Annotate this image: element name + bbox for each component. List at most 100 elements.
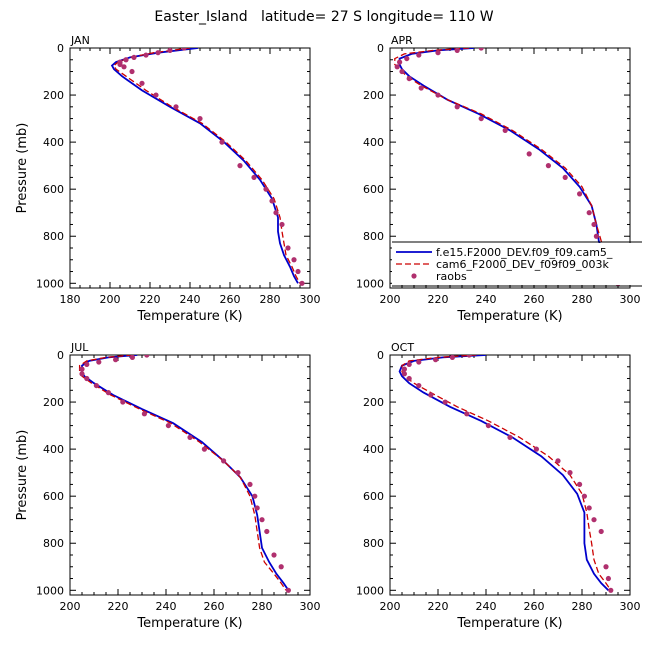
y-tick-label: 0 xyxy=(377,42,384,55)
raobs-point xyxy=(399,68,405,75)
raobs-point xyxy=(435,92,441,98)
raobs-point xyxy=(285,587,291,593)
plot-data xyxy=(78,355,291,593)
y-tick-label: 200 xyxy=(363,396,384,409)
raobs-point xyxy=(586,210,592,216)
raobs-point xyxy=(252,493,258,499)
raobs-point xyxy=(167,48,173,53)
raobs-point xyxy=(577,481,583,488)
raobs-point xyxy=(123,57,129,63)
raobs-point xyxy=(605,575,612,582)
raobs-point xyxy=(435,50,441,56)
raobs-point xyxy=(120,399,126,405)
x-tick-label: 240 xyxy=(156,600,177,613)
raobs-point xyxy=(271,552,277,558)
y-tick-label: 0 xyxy=(377,349,384,362)
y-tick-label: 800 xyxy=(363,537,384,550)
raobs-point xyxy=(131,54,137,61)
raobs-point xyxy=(259,517,265,523)
x-tick-label: 200 xyxy=(60,600,81,613)
y-tick-label: 800 xyxy=(43,537,64,550)
raobs-point xyxy=(581,493,588,499)
legend-swatch-points xyxy=(411,273,417,279)
raobs-point xyxy=(285,245,291,251)
legend-entry-label: raobs xyxy=(436,270,467,283)
raobs-point xyxy=(586,505,592,511)
raobs-point xyxy=(251,174,257,181)
raobs-point xyxy=(478,115,484,122)
x-tick-label: 220 xyxy=(428,600,449,613)
raobs-point xyxy=(181,48,187,51)
raobs-point xyxy=(397,59,403,65)
raobs-point xyxy=(144,355,150,358)
y-tick-label: 1000 xyxy=(356,277,384,290)
raobs-point xyxy=(502,127,508,133)
raobs-point xyxy=(93,382,99,389)
raobs-point xyxy=(404,55,410,62)
raobs-point xyxy=(454,104,460,110)
raobs-point xyxy=(165,422,171,429)
raobs-point xyxy=(273,210,279,216)
raobs-point xyxy=(79,371,85,377)
x-axis-label: Temperature (K) xyxy=(456,616,562,631)
x-tick-label: 200 xyxy=(380,293,401,306)
panel-jan: 180 200 220 240 260 280 300 0 200 400 600 800 1000 Te… xyxy=(15,34,321,324)
x-tick-label: 220 xyxy=(108,600,129,613)
raobs-point xyxy=(153,92,159,98)
raobs-point xyxy=(278,564,284,570)
raobs-point xyxy=(406,75,412,82)
model1-line xyxy=(81,355,290,591)
raobs-point xyxy=(84,361,90,368)
panel-jul: 200 220 240 260 280 300 0 200 400 600 800 1000 Tempe… xyxy=(15,341,321,631)
x-tick-label: 260 xyxy=(204,600,225,613)
raobs-point xyxy=(291,257,297,263)
x-tick-label: 200 xyxy=(100,293,121,306)
x-tick-label: 300 xyxy=(620,293,641,306)
x-tick-label: 280 xyxy=(260,293,281,306)
raobs-point xyxy=(464,411,470,417)
raobs-point xyxy=(129,355,135,360)
x-tick-label: 280 xyxy=(572,293,593,306)
plot-data xyxy=(110,48,305,286)
panel-label: JAN xyxy=(70,34,90,47)
raobs-point xyxy=(567,470,573,476)
figure-title: Easter_Island latitude= 27 S longitude= … xyxy=(154,9,493,25)
x-tick-label: 280 xyxy=(572,600,593,613)
raobs-point xyxy=(237,163,243,169)
y-tick-label: 800 xyxy=(43,230,64,243)
raobs-point xyxy=(79,366,85,372)
y-tick-label: 200 xyxy=(363,89,384,102)
raobs-point xyxy=(545,163,552,169)
raobs-point xyxy=(533,446,540,452)
raobs-point xyxy=(593,233,600,239)
plot-data xyxy=(398,355,614,593)
y-tick-label: 1000 xyxy=(356,584,384,597)
y-tick-label: 200 xyxy=(43,89,64,102)
raobs-point xyxy=(454,48,460,53)
raobs-point xyxy=(428,392,434,398)
raobs-point xyxy=(598,528,604,535)
raobs-point xyxy=(299,280,305,286)
y-tick-label: 1000 xyxy=(36,277,64,290)
plot-frame xyxy=(69,47,311,289)
x-tick-label: 180 xyxy=(60,293,81,306)
raobs-point xyxy=(143,52,149,58)
y-tick-label: 800 xyxy=(363,230,384,243)
model2-line xyxy=(78,355,287,591)
raobs-point xyxy=(269,198,275,204)
y-tick-label: 600 xyxy=(363,183,384,196)
raobs-point xyxy=(155,50,161,56)
raobs-point xyxy=(591,517,597,523)
model1-line xyxy=(398,355,610,591)
x-tick-label: 260 xyxy=(220,293,241,306)
y-tick-label: 200 xyxy=(43,396,64,409)
y-tick-label: 400 xyxy=(43,443,64,456)
raobs-point xyxy=(577,191,583,197)
raobs-point xyxy=(478,48,484,51)
x-axis-label: Temperature (K) xyxy=(136,616,242,631)
raobs-point xyxy=(507,434,513,440)
x-tick-label: 240 xyxy=(476,600,497,613)
raobs-point xyxy=(418,85,424,91)
raobs-point xyxy=(187,434,193,440)
